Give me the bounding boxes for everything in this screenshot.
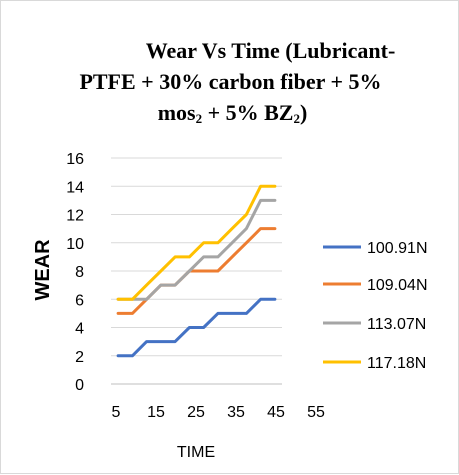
y-tick-label: 14 (66, 179, 84, 196)
y-axis-ticks: 0 2 4 6 8 10 12 14 16 (66, 151, 84, 394)
chart-title-part-bz: + 5% BZ (202, 100, 294, 125)
legend: 100.91N 109.04N 113.07N 117.18N (323, 240, 428, 372)
y-tick-label: 10 (66, 236, 84, 253)
x-tick-label: 45 (267, 404, 285, 421)
series-line (116, 297, 277, 358)
chart-title-subscript-bz: 2 (293, 111, 300, 126)
chart-title-subscript-mos: 2 (195, 111, 203, 126)
chart-title-part-mos: mos (157, 100, 196, 125)
x-tick-label: 15 (147, 404, 165, 421)
legend-label: 117.18N (367, 355, 426, 372)
legend-label: 113.07N (367, 316, 426, 333)
chart-title: Wear Vs Time (Lubricant- PTFE + 30% carb… (1, 35, 459, 128)
x-axis: 5 15 25 35 45 55 (112, 404, 325, 421)
legend-label: 109.04N (367, 277, 428, 294)
y-tick-label: 12 (66, 208, 84, 225)
chart-title-part-close: ) (299, 100, 308, 125)
chart-title-line-2: PTFE + 30% carbon fiber + 5% (79, 69, 382, 94)
legend-label: 100.91N (367, 240, 428, 257)
chart-title-line-1: Wear Vs Time (Lubricant- (145, 38, 396, 63)
series-line (116, 184, 277, 301)
x-tick-label: 55 (307, 404, 325, 421)
series-line (116, 198, 277, 301)
y-tick-label: 16 (66, 151, 84, 168)
x-tick-label: 25 (187, 404, 205, 421)
series-line (116, 227, 277, 315)
x-axis-title: TIME (177, 444, 215, 461)
y-tick-label: 6 (75, 292, 84, 309)
y-tick-label: 8 (75, 264, 84, 281)
x-tick-label: 35 (227, 404, 245, 421)
y-tick-label: 4 (75, 321, 84, 338)
chart-title-line-3: mos2 + 5% BZ2) (1, 97, 459, 128)
y-axis-title: WEAR (32, 239, 54, 301)
y-tick-label: 0 (75, 377, 84, 394)
y-tick-label: 2 (75, 349, 84, 366)
series-lines (116, 184, 277, 358)
x-tick-label: 5 (112, 404, 121, 421)
